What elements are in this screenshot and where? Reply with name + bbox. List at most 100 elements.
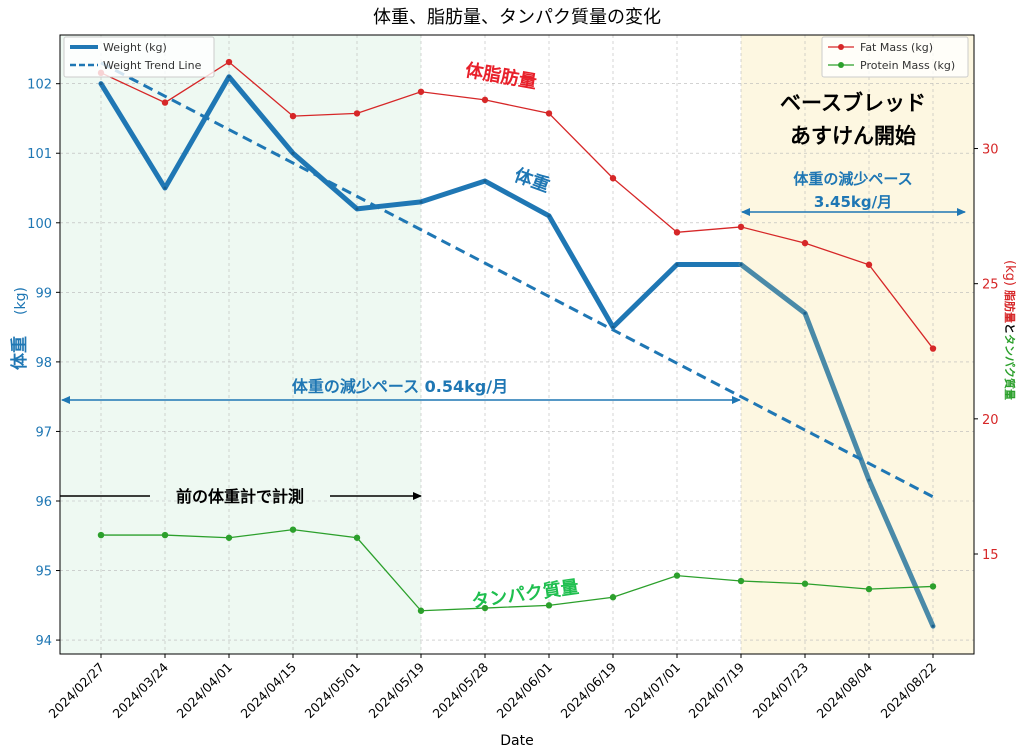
- x-axis-label: Date: [500, 733, 533, 749]
- weight-point: [99, 82, 103, 86]
- highlight-region-0: [60, 35, 421, 654]
- left-tick-label: 98: [35, 356, 52, 371]
- x-tick-label: 2024/08/04: [814, 659, 876, 721]
- x-tick-label: 2024/04/01: [174, 660, 236, 722]
- left-tick-label: 102: [27, 78, 52, 93]
- protein-point: [737, 577, 745, 585]
- fat-point: [481, 96, 489, 104]
- weight-point: [483, 179, 487, 183]
- x-tick-label: 2024/06/19: [558, 659, 620, 721]
- left-tick-label: 94: [35, 634, 52, 649]
- right-axis-label-fat: 脂肪量: [1003, 289, 1017, 323]
- x-tick-label: 2024/02/27: [46, 660, 108, 722]
- legend-right: Fat Mass (kg) Protein Mass (kg): [821, 36, 969, 78]
- weight-point: [227, 75, 231, 79]
- left-tick-label: 100: [27, 217, 52, 232]
- left-axis-label-unit: (kg): [13, 287, 29, 315]
- fat-point: [673, 229, 681, 236]
- fat-point: [289, 112, 297, 120]
- protein-point: [161, 531, 169, 539]
- left-axis-label: 体重 (kg): [9, 287, 30, 370]
- left-tick-label: 95: [35, 565, 52, 580]
- highlight-region-1: [741, 35, 974, 654]
- weight-point: [803, 311, 807, 315]
- protein-point: [481, 604, 489, 612]
- protein-point: [97, 531, 105, 539]
- protein-point: [865, 585, 873, 593]
- right-axis-label-protein: タンパク質量: [1003, 334, 1017, 400]
- left-tick-label: 101: [27, 147, 52, 162]
- right-tick-label: 25: [982, 278, 999, 293]
- right-axis-label-unit: (kg): [1002, 260, 1017, 286]
- fat-point: [545, 110, 553, 117]
- right-tick-label: 15: [982, 548, 999, 563]
- weight-trend-line: [100, 61, 934, 499]
- left-tick-label: 96: [35, 495, 52, 510]
- x-tick-label: 2024/05/01: [302, 660, 364, 722]
- fat-point: [801, 239, 809, 247]
- x-axis-ticks: 2024/02/27 2024/03/24 2024/04/01 2024/04/15…: [46, 654, 940, 722]
- right-tick-label: 30: [982, 143, 999, 158]
- weight-point: [739, 263, 743, 267]
- weight-series-line-recent: [738, 262, 936, 629]
- legend-fat-label: Fat Mass (kg): [860, 41, 933, 54]
- highlight-regions: [60, 35, 974, 654]
- right-axis-label-and: と: [1003, 323, 1016, 334]
- legend-fat-marker: [838, 44, 844, 50]
- protein-point: [801, 580, 809, 587]
- weight-point: [675, 263, 679, 267]
- fat-mass-annotation: 体脂肪量: [464, 59, 539, 93]
- base-bread-annotation-line1: ベースブレッド: [780, 91, 926, 115]
- legend-left: Weight (kg) Weight Trend Line: [63, 36, 215, 78]
- pace-recent-line2: 3.45kg/月: [814, 193, 892, 211]
- fat-series-line: [100, 61, 934, 349]
- fat-point: [353, 110, 361, 117]
- x-tick-label: 2024/06/01: [494, 660, 556, 722]
- legend-protein-label: Protein Mass (kg): [860, 59, 955, 72]
- left-axis-ticks: 94 95 96 97 98 99 100 101 102: [27, 78, 60, 649]
- protein-point: [673, 572, 681, 579]
- protein-point: [225, 534, 233, 541]
- left-axis-label-text: 体重: [9, 336, 30, 370]
- weight-point: [163, 186, 167, 190]
- legend-protein-marker: [838, 62, 844, 68]
- weight-point: [867, 478, 871, 482]
- protein-point: [353, 534, 361, 541]
- protein-point: [289, 526, 297, 533]
- base-bread-annotation-line2: あすけん開始: [790, 124, 916, 148]
- weight-point: [355, 207, 359, 211]
- left-tick-label: 97: [35, 425, 52, 440]
- right-axis-label: 脂肪量とタンパク質量 (kg): [1002, 260, 1017, 400]
- weight-point: [611, 325, 615, 329]
- series-layer: [97, 58, 937, 629]
- fat-point: [737, 223, 745, 231]
- weight-point: [931, 624, 935, 628]
- fat-point: [609, 175, 617, 182]
- x-tick-label: 2024/04/15: [238, 660, 300, 722]
- grid-lines: [60, 35, 974, 654]
- x-tick-label: 2024/05/28: [430, 659, 492, 721]
- old-scale-annotation: 前の体重計で計測: [176, 487, 304, 506]
- weight-point: [291, 151, 295, 155]
- protein-point: [609, 594, 617, 601]
- fat-point: [225, 58, 233, 66]
- fat-point: [929, 345, 937, 352]
- protein-series-line: [101, 529, 934, 612]
- weight-point: [547, 214, 551, 218]
- x-tick-label: 2024/07/19: [686, 659, 748, 721]
- legend-weight-label: Weight (kg): [103, 41, 167, 54]
- x-tick-label: 2024/07/01: [622, 660, 684, 722]
- protein-point: [545, 602, 553, 609]
- pace-overall-annotation: 体重の減少ペース 0.54kg/月: [292, 377, 508, 396]
- legend-weight-marker: [82, 45, 86, 49]
- protein-point: [929, 583, 937, 590]
- x-tick-label: 2024/05/19: [366, 659, 428, 721]
- protein-point: [417, 607, 425, 614]
- x-tick-label: 2024/03/24: [110, 659, 172, 721]
- x-tick-label: 2024/08/22: [878, 660, 940, 722]
- plot-frame: [59, 34, 975, 655]
- svg-text:脂肪量とタンパク質量: 脂肪量とタンパク質量: [1003, 289, 1017, 400]
- chart-title: 体重、脂肪量、タンパク質量の変化: [373, 7, 661, 28]
- pace-recent-line1: 体重の減少ペース: [793, 170, 912, 188]
